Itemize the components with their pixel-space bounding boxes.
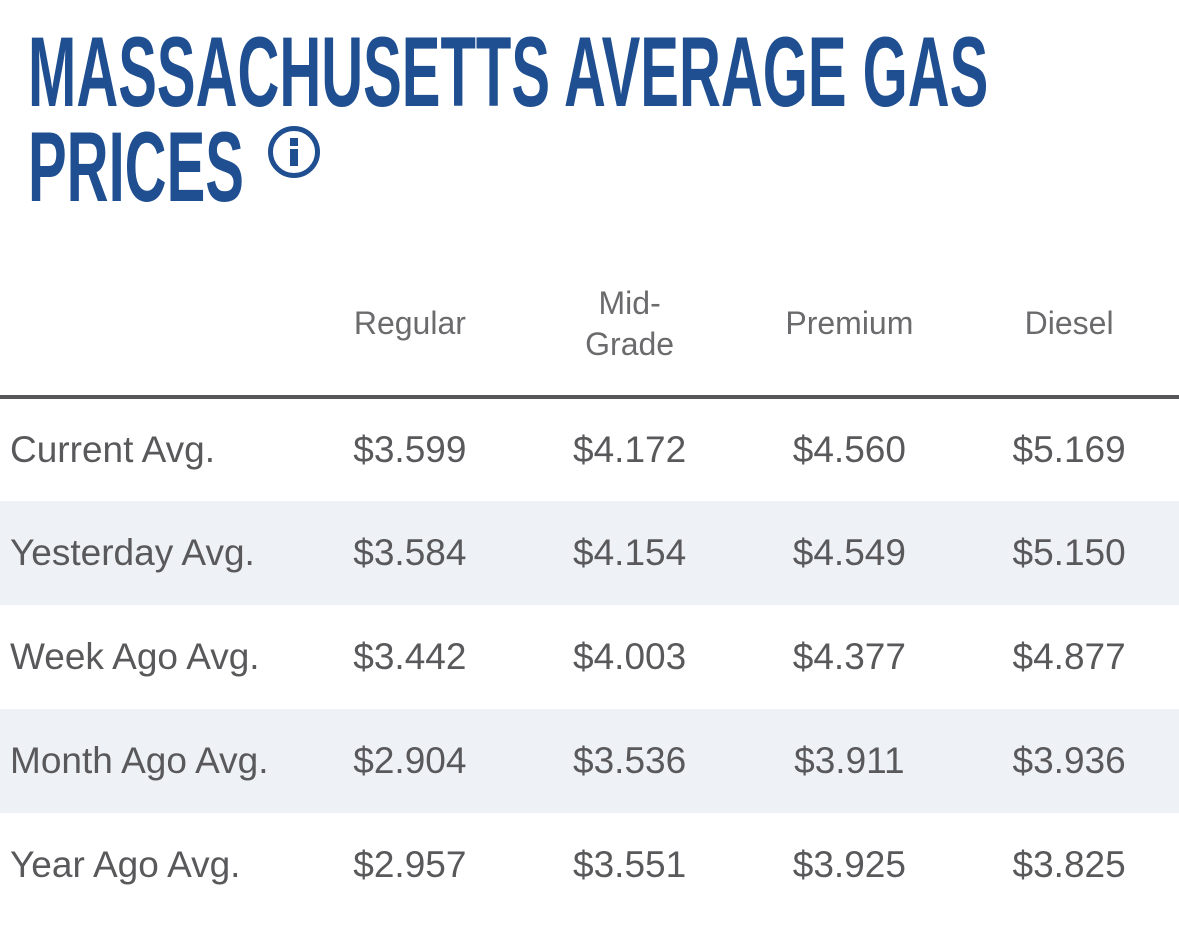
price-cell-premium: $4.549 <box>792 531 906 573</box>
price-cell-midgrade: $3.551 <box>573 843 687 885</box>
price-cell-premium: $3.925 <box>792 843 906 885</box>
table-row-week-ago-avg: Week Ago Avg. $3.442 $4.003 $4.377 $4.87… <box>0 605 1179 709</box>
page-title-text-line1: MASSACHUSETTS AVERAGE GAS <box>28 16 989 129</box>
row-label: Year Ago Avg. <box>10 843 241 885</box>
page-title-line1: MASSACHUSETTS AVERAGE GAS <box>28 17 1179 129</box>
price-cell-regular: $3.584 <box>353 531 467 573</box>
column-header-midgrade: Mid-Grade <box>519 215 740 399</box>
price-cell-midgrade: $4.172 <box>573 428 687 470</box>
row-label: Yesterday Avg. <box>10 531 255 573</box>
price-cell-premium: $4.560 <box>792 428 906 470</box>
column-header-premium: Premium <box>739 215 960 399</box>
price-cell-midgrade: $4.154 <box>573 531 687 573</box>
column-header-midgrade-label: Mid-Grade <box>585 285 675 362</box>
price-cell-diesel: $5.150 <box>1012 531 1126 573</box>
header-row: Regular Mid-Grade Premium Diesel <box>0 215 1179 399</box>
page-title-text-line2: PRICES <box>28 111 244 224</box>
price-cell-diesel: $5.169 <box>1012 428 1126 470</box>
row-label: Week Ago Avg. <box>10 635 260 677</box>
page-title-line2: PRICES <box>28 112 1179 223</box>
price-cell-midgrade: $3.536 <box>573 739 687 781</box>
row-label: Month Ago Avg. <box>10 739 269 781</box>
page-title: MASSACHUSETTS AVERAGE GAS PRICES <box>28 17 1179 224</box>
corner-cell <box>0 215 300 399</box>
price-cell-midgrade: $4.003 <box>573 635 687 677</box>
price-cell-diesel: $3.936 <box>1012 739 1126 781</box>
row-label: Current Avg. <box>10 428 215 470</box>
table-row-yesterday-avg: Yesterday Avg. $3.584 $4.154 $4.549 $5.1… <box>0 500 1179 605</box>
price-cell-regular: $2.957 <box>353 843 467 885</box>
info-icon-dot <box>289 138 298 146</box>
table-row-year-ago-avg: Year Ago Avg. $2.957 $3.551 $3.925 $3.82… <box>0 813 1179 917</box>
gas-prices-table-body: Current Avg. $3.599 $4.172 $4.560 $5.169… <box>0 397 1179 917</box>
price-cell-regular: $3.442 <box>353 635 467 677</box>
price-cell-regular: $2.904 <box>353 739 467 781</box>
price-cell-regular: $3.599 <box>353 428 467 470</box>
gas-prices-table-header: Regular Mid-Grade Premium Diesel <box>0 215 1179 399</box>
gas-prices-table: Regular Mid-Grade Premium Diesel Current… <box>0 215 1179 917</box>
page-header: MASSACHUSETTS AVERAGE GAS PRICES <box>0 0 1179 224</box>
column-header-regular-label: Regular <box>353 305 466 342</box>
table-row-month-ago-avg: Month Ago Avg. $2.904 $3.536 $3.911 $3.9… <box>0 708 1179 813</box>
price-cell-diesel: $3.825 <box>1012 843 1126 885</box>
info-icon[interactable] <box>267 126 320 178</box>
price-cell-premium: $4.377 <box>792 635 906 677</box>
price-cell-diesel: $4.877 <box>1012 635 1126 677</box>
column-header-premium-label: Premium <box>785 305 914 342</box>
price-cell-premium: $3.911 <box>794 739 905 781</box>
column-header-diesel: Diesel <box>959 215 1179 399</box>
column-header-diesel-label: Diesel <box>1024 305 1114 342</box>
column-header-regular: Regular <box>300 215 520 399</box>
info-icon-stem <box>289 149 298 166</box>
table-row-current-avg: Current Avg. $3.599 $4.172 $4.560 $5.169 <box>0 397 1179 501</box>
